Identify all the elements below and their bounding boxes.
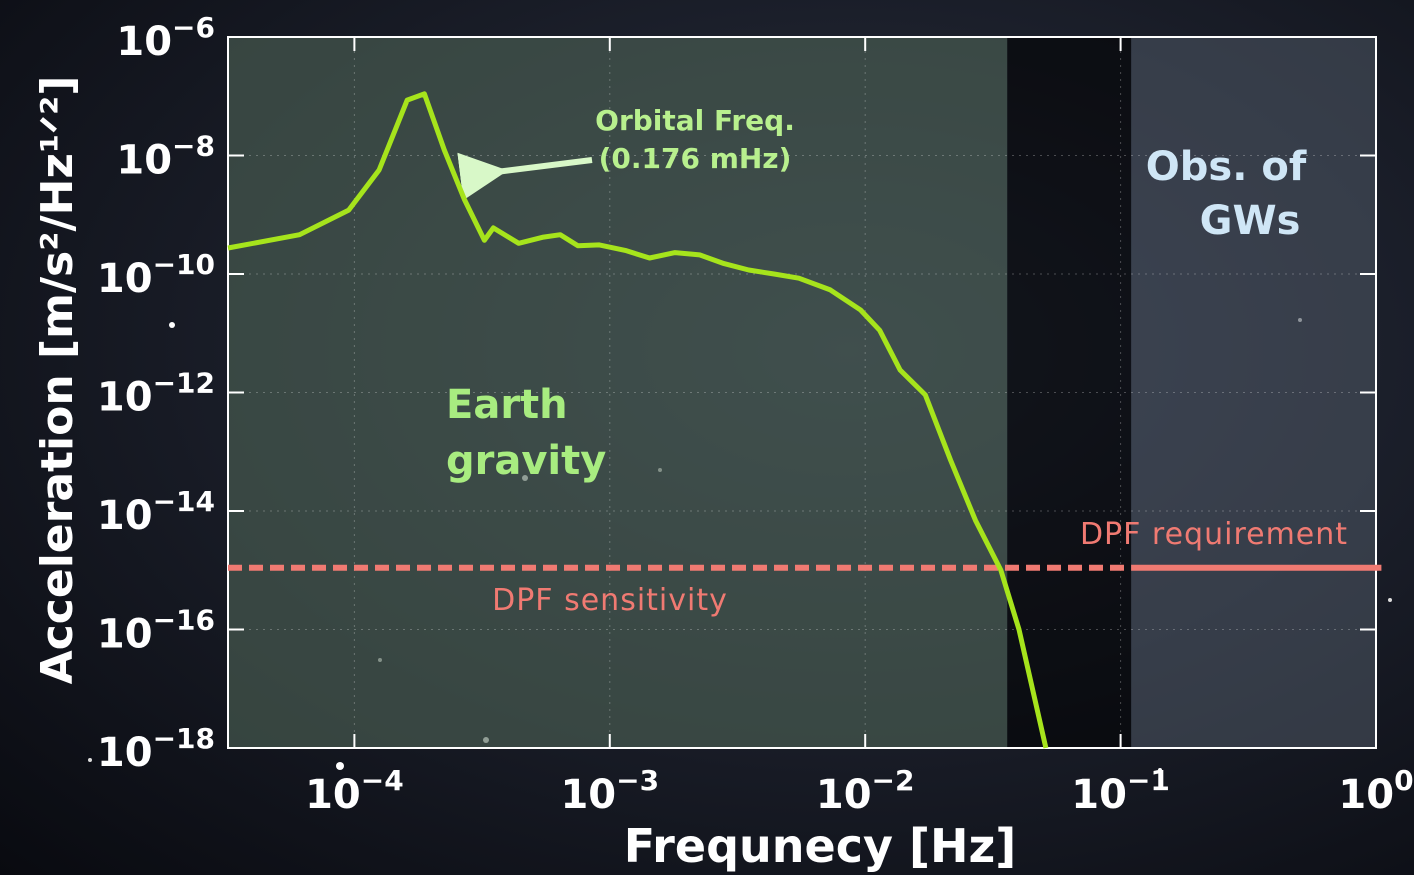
plot-area	[227, 36, 1377, 749]
reference-label: DPF sensitivity	[492, 583, 728, 618]
plot-frame	[227, 36, 1377, 749]
shaded-region	[1007, 37, 1132, 748]
y-tick-label: 10−16	[97, 604, 215, 658]
x-tick-label: 10−4	[305, 764, 404, 818]
y-tick-label: 10−12	[97, 367, 215, 421]
reference-label: DPF requirement	[1080, 517, 1348, 552]
y-axis-label: Acceleration [m/s²/Hz¹ᐟ²]	[32, 76, 83, 685]
annotation: Obs. of	[1146, 144, 1307, 190]
x-axis-label: Frequnecy [Hz]	[624, 819, 1017, 873]
y-tick-label: 10−14	[97, 485, 215, 539]
annotation-arrow	[457, 152, 593, 201]
annotation: Orbital Freq.	[595, 104, 795, 137]
shaded-region	[1131, 37, 1376, 748]
annotation: Earth	[446, 382, 568, 428]
x-tick-label: 10−3	[560, 764, 659, 818]
y-tick-label: 10−18	[97, 722, 215, 776]
y-tick-label: 10−10	[97, 248, 215, 302]
annotation: gravity	[446, 438, 606, 484]
annotation: GWs	[1200, 198, 1301, 244]
shaded-region	[228, 37, 1008, 748]
y-tick-label: 10−8	[116, 130, 215, 184]
x-tick-label: 100	[1338, 764, 1413, 818]
y-tick-label: 10−6	[116, 11, 215, 65]
x-tick-label: 10−1	[1071, 764, 1170, 818]
data-line	[227, 91, 1049, 749]
annotation: (0.176 mHz)	[599, 142, 792, 175]
x-tick-label: 10−2	[816, 764, 915, 818]
